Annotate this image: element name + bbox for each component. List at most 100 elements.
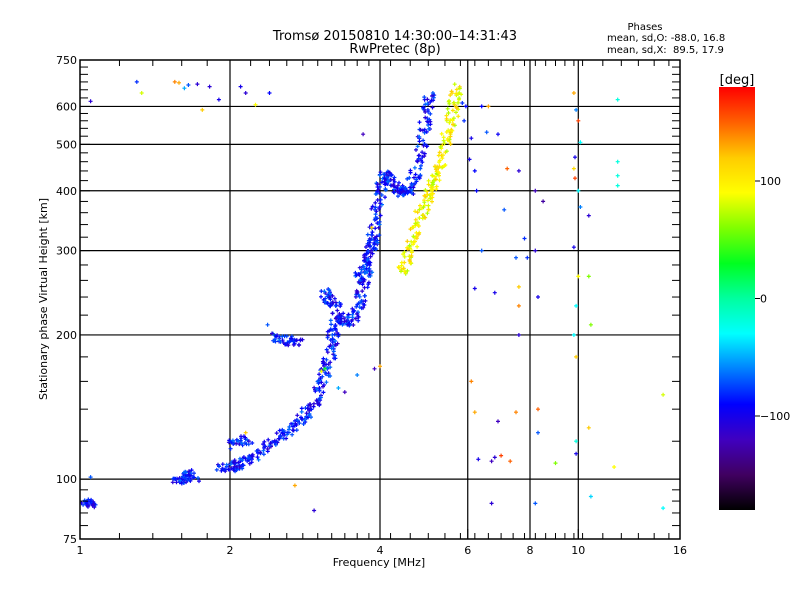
data-point: [297, 343, 302, 348]
data-point: [261, 452, 266, 457]
data-point: [333, 343, 338, 348]
data-point: [417, 216, 422, 220]
data-point: [437, 173, 441, 178]
data-point: [533, 188, 538, 193]
data-point: [191, 474, 195, 479]
data-point: [454, 91, 459, 96]
data-point: [367, 240, 372, 245]
data-point: [221, 467, 225, 472]
data-point: [441, 153, 445, 158]
data-point: [425, 211, 430, 216]
data-point: [436, 170, 441, 174]
data-point: [423, 110, 428, 114]
data-point: [230, 438, 235, 443]
data-point: [327, 295, 332, 300]
data-point: [319, 369, 324, 374]
data-point: [430, 91, 435, 95]
data-point: [307, 408, 312, 413]
data-point: [298, 338, 303, 343]
data-point: [573, 176, 577, 181]
data-point: [294, 338, 299, 343]
data-point: [516, 303, 521, 308]
data-point: [489, 459, 494, 464]
data-point: [454, 87, 459, 92]
data-point: [408, 168, 413, 173]
data-point: [366, 280, 371, 285]
data-point: [332, 296, 337, 301]
data-point: [417, 207, 422, 212]
data-point: [373, 226, 378, 231]
data-point: [430, 195, 435, 200]
data-point: [242, 434, 246, 439]
data-point: [319, 294, 323, 299]
data-point: [399, 187, 404, 192]
data-point: [351, 310, 356, 314]
data-point: [508, 459, 513, 464]
data-point: [448, 142, 453, 146]
data-point: [576, 274, 581, 279]
data-point: [424, 144, 429, 149]
data-point: [451, 122, 455, 127]
data-point: [92, 505, 97, 510]
data-point: [423, 115, 428, 120]
data-point: [421, 213, 426, 217]
data-point: [278, 339, 283, 344]
data-point: [615, 183, 620, 188]
data-point: [342, 390, 347, 395]
data-point: [88, 499, 93, 504]
data-point: [571, 333, 576, 337]
y-tick-label: 200: [56, 329, 77, 342]
data-point: [397, 188, 402, 193]
data-point: [612, 465, 617, 469]
data-point: [472, 286, 477, 291]
data-point: [329, 327, 333, 332]
data-point: [410, 182, 415, 187]
data-point: [249, 453, 254, 458]
data-point: [413, 209, 418, 214]
data-point: [427, 117, 432, 122]
data-point: [299, 406, 304, 411]
data-point: [574, 303, 579, 308]
colorbar-tick-label: 100: [760, 175, 781, 188]
data-point: [407, 257, 412, 262]
data-point: [187, 469, 191, 474]
data-point: [492, 290, 497, 295]
data-point: [578, 140, 583, 145]
data-point: [236, 460, 241, 465]
data-point: [397, 265, 401, 270]
data-point: [328, 318, 333, 323]
data-point: [379, 193, 384, 197]
data-point: [177, 80, 181, 85]
data-point: [378, 201, 383, 206]
data-point: [423, 215, 428, 220]
data-point: [307, 413, 312, 418]
data-point: [270, 331, 274, 336]
chart-title: Tromsø 20150810 14:30:00–14:31:43: [272, 29, 517, 44]
data-point: [369, 206, 374, 211]
data-point: [445, 106, 450, 111]
data-point: [319, 380, 324, 385]
data-point: [389, 173, 394, 178]
data-point: [615, 173, 620, 178]
data-point: [411, 234, 416, 239]
data-point: [238, 438, 243, 443]
data-point: [321, 360, 326, 365]
data-point: [321, 390, 326, 395]
data-point: [446, 128, 451, 133]
data-point: [437, 164, 442, 169]
data-point: [418, 166, 423, 171]
data-point: [536, 295, 540, 299]
data-point: [576, 188, 581, 193]
data-point: [361, 277, 366, 282]
data-point: [525, 255, 530, 260]
data-point: [415, 159, 419, 163]
data-point: [350, 306, 355, 311]
data-point: [333, 324, 338, 329]
data-point: [661, 506, 666, 511]
data-point: [332, 332, 337, 337]
data-point: [426, 198, 430, 203]
data-point: [372, 235, 377, 240]
y-tick-label: 600: [56, 100, 77, 113]
data-point: [240, 443, 245, 448]
data-point: [360, 289, 365, 294]
